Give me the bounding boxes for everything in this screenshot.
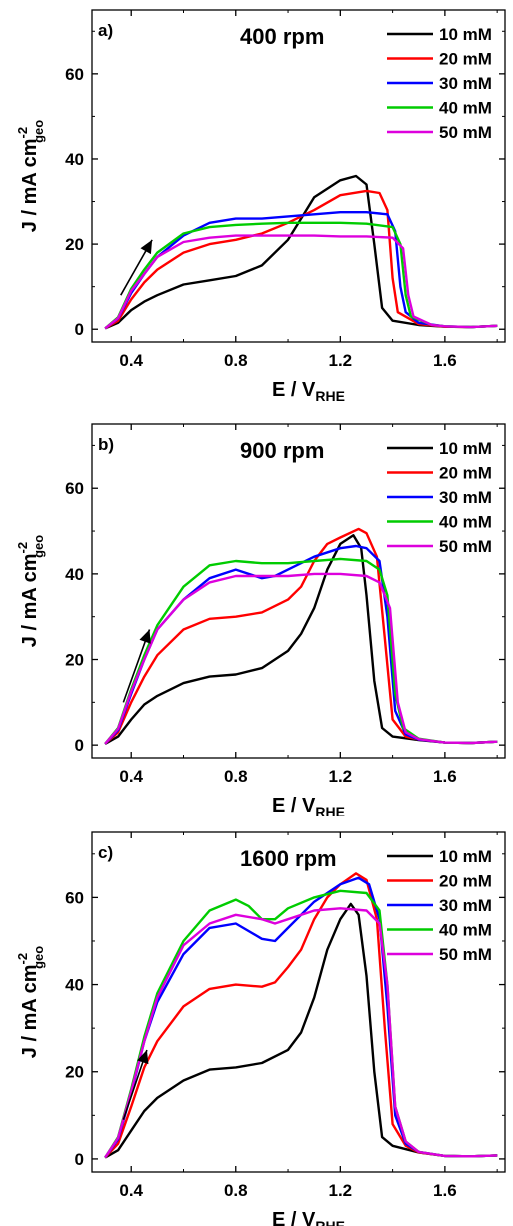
plot-frame <box>91 423 506 759</box>
x-axis-label: E / VRHE <box>272 795 345 816</box>
legend-label: 20 mM <box>439 50 492 69</box>
series-line <box>104 211 498 330</box>
legend-label: 50 mM <box>439 123 492 142</box>
chart-panel-b: 0.4 0.8 1.2 1.6 0 20 40 60 E / VRHE J / mA cm-2ge… <box>15 423 506 816</box>
x-tick-label: 0.8 <box>224 351 248 370</box>
x-tick-label: 0.4 <box>119 1181 143 1200</box>
x-tick-label: 1.6 <box>433 351 457 370</box>
panel-title: 1600 rpm <box>240 846 337 871</box>
panel-label: a) <box>98 21 113 40</box>
chart-panel-c: 0.4 0.8 1.2 1.6 0 20 40 60 E / VRHE J / mA cm-2ge… <box>15 831 506 1226</box>
y-tick-label: 20 <box>65 235 84 254</box>
legend-label: 30 mM <box>439 74 492 93</box>
x-tick-label: 0.4 <box>119 767 143 786</box>
legend-label: 20 mM <box>439 872 492 891</box>
legend-label: 30 mM <box>439 488 492 507</box>
legend-label: 50 mM <box>439 537 492 556</box>
series-line <box>104 872 498 1159</box>
series-line <box>104 189 498 330</box>
legend-label: 40 mM <box>439 99 492 118</box>
y-tick-label: 20 <box>65 651 84 670</box>
y-tick-label: 20 <box>65 1063 84 1082</box>
arrow-head <box>140 239 153 255</box>
panel-title: 900 rpm <box>240 438 324 463</box>
y-tick-label: 60 <box>65 479 84 498</box>
legend-label: 10 mM <box>439 25 492 44</box>
series-line <box>104 527 498 745</box>
panel-label: c) <box>98 843 113 862</box>
x-tick-label: 1.2 <box>329 767 353 786</box>
plot-frame <box>91 831 506 1173</box>
y-tick-label: 0 <box>75 320 84 339</box>
x-tick-label: 1.2 <box>329 1181 353 1200</box>
y-axis-label: J / mA cm-2geo <box>15 946 46 1058</box>
chart-panel-a: 0.4 0.8 1.2 1.6 0 20 40 60 E / VRHE J / mA cm-2ge… <box>15 9 506 404</box>
series-line <box>104 221 498 330</box>
arrow-head <box>137 1049 149 1065</box>
legend-label: 40 mM <box>439 921 492 940</box>
plot-frame <box>91 9 506 343</box>
legend-label: 10 mM <box>439 847 492 866</box>
y-tick-label: 40 <box>65 150 84 169</box>
y-tick-label: 40 <box>65 565 84 584</box>
x-axis-label: E / VRHE <box>272 379 345 404</box>
legend-label: 10 mM <box>439 439 492 458</box>
y-tick-label: 0 <box>75 1150 84 1169</box>
legend-label: 30 mM <box>439 896 492 915</box>
y-tick-label: 60 <box>65 888 84 907</box>
y-tick-label: 0 <box>75 736 84 755</box>
legend-label: 40 mM <box>439 513 492 532</box>
series-line <box>104 534 498 745</box>
x-tick-label: 1.2 <box>329 351 353 370</box>
series-line <box>104 174 498 330</box>
legend-label: 20 mM <box>439 464 492 483</box>
y-axis-label: J / mA cm-2geo <box>15 120 46 232</box>
y-axis-label: J / mA cm-2geo <box>15 535 46 647</box>
panel-label: b) <box>98 435 114 454</box>
x-axis-label: E / VRHE <box>272 1209 345 1226</box>
x-tick-label: 1.6 <box>433 767 457 786</box>
legend-label: 50 mM <box>439 945 492 964</box>
panel-title: 400 rpm <box>240 24 324 49</box>
series-line <box>104 902 498 1159</box>
x-tick-label: 0.8 <box>224 1181 248 1200</box>
y-tick-label: 40 <box>65 976 84 995</box>
series-line <box>104 234 498 330</box>
y-tick-label: 60 <box>65 65 84 84</box>
arrow-head <box>139 629 151 644</box>
x-tick-label: 0.8 <box>224 767 248 786</box>
x-tick-label: 0.4 <box>119 351 143 370</box>
x-tick-label: 1.6 <box>433 1181 457 1200</box>
series-line <box>104 907 498 1159</box>
series-line <box>104 572 498 745</box>
